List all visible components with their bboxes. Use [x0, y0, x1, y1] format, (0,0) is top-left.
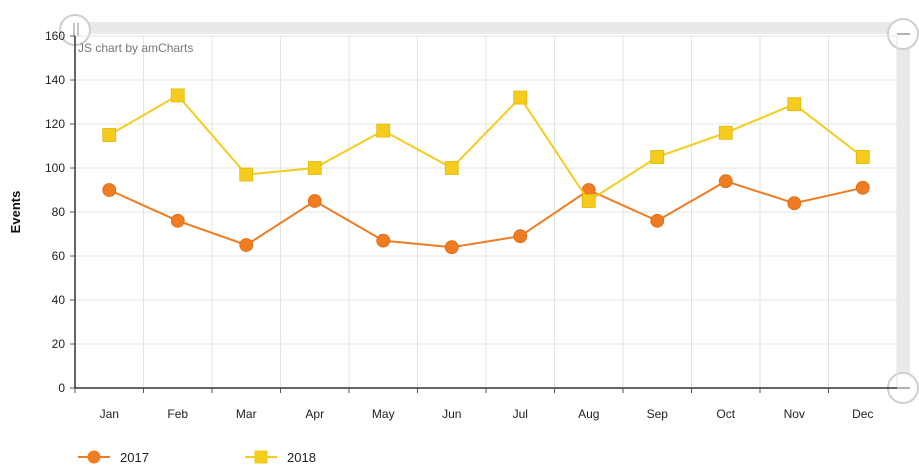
- data-point-2018[interactable]: [650, 150, 665, 164]
- chart-scrollbar[interactable]: [60, 22, 910, 392]
- data-point-2017[interactable]: [444, 240, 459, 255]
- scrollbar-grip-top-right[interactable]: [887, 18, 919, 50]
- data-point-2018[interactable]: [787, 97, 802, 112]
- data-point-2018[interactable]: [855, 150, 870, 164]
- data-point-2017[interactable]: [239, 238, 254, 252]
- y-tick-label: 60: [52, 249, 66, 263]
- data-point-2017[interactable]: [650, 213, 665, 228]
- y-tick-label: 0: [58, 381, 65, 395]
- x-tick-label: May: [372, 407, 395, 421]
- data-point-2017[interactable]: [513, 229, 528, 244]
- data-point-2018[interactable]: [102, 128, 117, 142]
- data-point-2018[interactable]: [444, 161, 459, 175]
- legend-item-2018[interactable]: 2018: [245, 450, 316, 465]
- amcharts-credit[interactable]: JS chart by amCharts: [78, 41, 193, 55]
- data-point-2018[interactable]: [513, 90, 528, 105]
- x-tick-label: Feb: [167, 407, 188, 421]
- series-line-2017: [108, 180, 863, 249]
- x-tick-label: Apr: [305, 407, 324, 421]
- legend-circle-marker: [87, 450, 101, 464]
- data-point-2017[interactable]: [170, 213, 185, 228]
- series-layer: [102, 88, 870, 255]
- data-point-2018[interactable]: [376, 123, 391, 138]
- legend-square-marker: [254, 450, 268, 464]
- x-tick-label: Nov: [784, 407, 805, 421]
- legend-item-2017[interactable]: 2017: [78, 450, 149, 465]
- x-tick-label: Jun: [442, 407, 461, 421]
- data-point-2017[interactable]: [855, 180, 870, 195]
- y-tick-label: 100: [45, 161, 65, 175]
- y-axis-label: Events: [8, 191, 23, 234]
- scrollbar-grip-top-left[interactable]: [59, 14, 91, 46]
- x-tick-label: Oct: [716, 407, 735, 421]
- scrollbar-track-right[interactable]: [897, 22, 910, 392]
- scrollbar-grip-bottom-right[interactable]: [887, 372, 919, 404]
- y-tick-label: 80: [52, 205, 66, 219]
- data-point-2018[interactable]: [718, 125, 733, 140]
- y-tick-label: 40: [52, 293, 66, 307]
- data-point-2017[interactable]: [102, 183, 117, 197]
- y-tick-label: 140: [45, 73, 65, 87]
- legend-label: 2017: [120, 450, 149, 465]
- data-point-2017[interactable]: [787, 196, 802, 211]
- data-point-2018[interactable]: [239, 167, 254, 182]
- data-point-2017[interactable]: [376, 233, 391, 248]
- data-point-2018[interactable]: [581, 194, 596, 208]
- legend-label: 2018: [287, 450, 316, 465]
- legend: 2017 2018: [78, 450, 316, 465]
- series-line-2018: [108, 94, 864, 203]
- data-point-2017[interactable]: [718, 174, 733, 189]
- scrollbar-track-top[interactable]: [60, 22, 910, 34]
- x-tick-label: Aug: [578, 407, 599, 421]
- x-tick-label: Dec: [852, 407, 873, 421]
- x-tick-label: Jul: [513, 407, 528, 421]
- data-point-2018[interactable]: [170, 88, 185, 103]
- y-tick-label: 120: [45, 117, 65, 131]
- y-tick-label: 160: [45, 29, 65, 43]
- y-tick-label: 20: [52, 337, 66, 351]
- data-point-2017[interactable]: [307, 194, 322, 208]
- x-tick-label: Sep: [647, 407, 669, 421]
- gridlines: [75, 35, 898, 388]
- axes: 0 20 40 60 80 100 120 140 160 Jan Feb Mar Apr May Jun J…: [45, 29, 897, 421]
- x-tick-label: Jan: [100, 407, 119, 421]
- data-point-2018[interactable]: [307, 161, 322, 175]
- x-tick-label: Mar: [236, 407, 257, 421]
